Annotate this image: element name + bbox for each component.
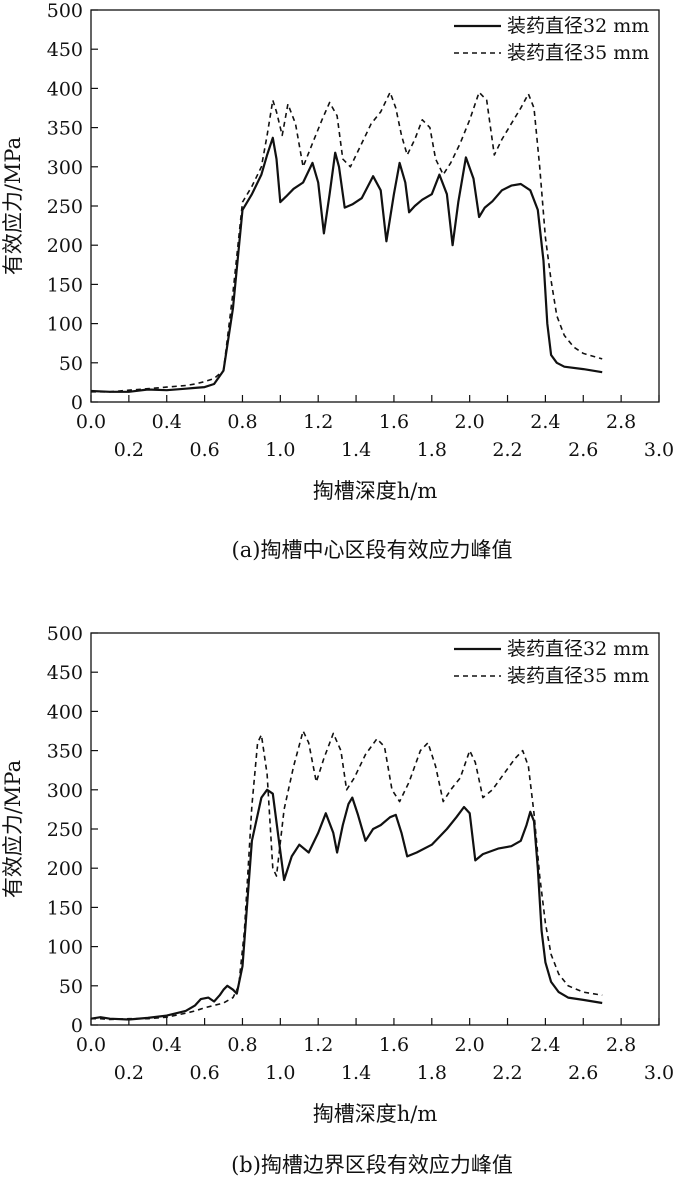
series-line-2: [91, 730, 603, 1021]
y-tick-label: 300: [47, 157, 83, 179]
x-tick-label: 2.4: [530, 411, 560, 433]
plot-area-b: 0 50 100 150 200 250 300 350 400 450 500 0.0 0.4 0.8 1…: [47, 623, 674, 1084]
x-axis-title: 掏槽深度h/m: [313, 1102, 438, 1126]
legend-label: 装药直径35 mm: [507, 665, 649, 687]
chart-caption: (a)掏槽中心区段有效应力峰值: [232, 538, 513, 562]
y-tick-label: 300: [47, 780, 83, 802]
x-tick-label: 2.6: [568, 439, 598, 461]
plot-area-a: 0 50 100 150 200 250 300 350 400 450 500 0.0 0.4 0.8 1…: [47, 0, 674, 461]
chart-panel-b: 0 50 100 150 200 250 300 350 400 450 500 0.0 0.4 0.8 1…: [1, 623, 674, 1177]
series-line-1: [90, 788, 603, 1021]
y-tick-label: 250: [47, 819, 83, 841]
y-tick-label: 150: [47, 897, 83, 919]
y-tick-label: 200: [47, 235, 83, 257]
x-tick-label: 2.8: [606, 1034, 636, 1056]
y-tick-label: 250: [47, 196, 83, 218]
series-line-2: [91, 91, 603, 393]
y-tick-label: 400: [47, 78, 83, 100]
x-axis-title: 掏槽深度h/m: [313, 479, 438, 503]
chart-panel-a: 0 50 100 150 200 250 300 350 400 450 500 0.0 0.4 0.8 1…: [1, 0, 674, 562]
y-tick-label: 450: [47, 662, 83, 684]
x-tick-label: 0.6: [189, 439, 219, 461]
x-tick-label: 1.8: [417, 439, 447, 461]
x-tick-label: 0.0: [76, 1034, 106, 1056]
y-tick-label: 50: [59, 976, 83, 998]
x-tick-label: 2.6: [568, 1062, 598, 1084]
y-tick-label: 500: [47, 623, 83, 645]
y-tick-label: 0: [71, 392, 83, 414]
y-tick-label: 350: [47, 118, 83, 140]
x-tick-label: 0.0: [76, 411, 106, 433]
x-tick-label: 1.2: [303, 411, 333, 433]
x-tick-label: 2.2: [492, 439, 522, 461]
x-tick-label: 3.0: [644, 1062, 674, 1084]
y-axis-title: 有效应力/MPa: [1, 760, 25, 898]
y-tick-label: 350: [47, 741, 83, 763]
y-tick-label: 50: [59, 353, 83, 375]
x-tick-label: 1.4: [341, 1062, 371, 1084]
x-tick-label: 0.2: [114, 439, 144, 461]
legend-label: 装药直径32 mm: [507, 15, 649, 37]
x-tick-label: 1.6: [379, 1034, 409, 1056]
x-tick-label: 0.4: [152, 1034, 182, 1056]
x-tick-label: 0.8: [227, 1034, 257, 1056]
x-tick-label: 0.4: [152, 411, 182, 433]
x-tick-label: 2.2: [492, 1062, 522, 1084]
x-tick-label: 3.0: [644, 439, 674, 461]
y-tick-label: 450: [47, 39, 83, 61]
series-line-1: [90, 136, 603, 393]
y-tick-label: 100: [47, 314, 83, 336]
y-tick-label: 400: [47, 701, 83, 723]
y-tick-label: 100: [47, 937, 83, 959]
x-tick-label: 2.0: [455, 411, 485, 433]
x-tick-label: 2.4: [530, 1034, 560, 1056]
x-tick-label: 1.8: [417, 1062, 447, 1084]
x-tick-label: 1.6: [379, 411, 409, 433]
x-tick-label: 0.2: [114, 1062, 144, 1084]
y-tick-label: 150: [47, 274, 83, 296]
x-tick-label: 2.0: [455, 1034, 485, 1056]
y-tick-label: 0: [71, 1015, 83, 1037]
x-tick-label: 1.2: [303, 1034, 333, 1056]
legend-label: 装药直径35 mm: [507, 42, 649, 64]
chart-caption: (b)掏槽边界区段有效应力峰值: [231, 1153, 513, 1177]
x-tick-label: 1.0: [265, 1062, 295, 1084]
x-tick-label: 0.8: [227, 411, 257, 433]
x-tick-label: 0.6: [189, 1062, 219, 1084]
y-tick-label: 200: [47, 858, 83, 880]
x-tick-label: 1.4: [341, 439, 371, 461]
y-axis-title: 有效应力/MPa: [1, 137, 25, 275]
legend-label: 装药直径32 mm: [507, 638, 649, 660]
y-tick-label: 500: [47, 0, 83, 22]
x-tick-label: 2.8: [606, 411, 636, 433]
x-tick-label: 1.0: [265, 439, 295, 461]
plot-frame: [90, 9, 660, 403]
